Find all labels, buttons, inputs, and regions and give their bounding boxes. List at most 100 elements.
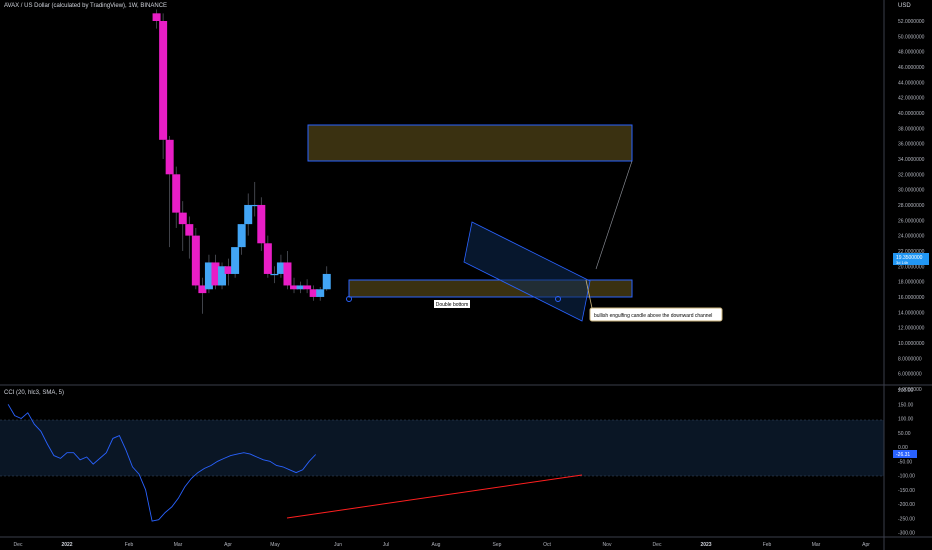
candle-body[interactable] — [283, 262, 292, 286]
cci-current-badge — [893, 450, 917, 458]
cci-tick-label: 200.00 — [898, 388, 914, 394]
time-label: Dec — [14, 542, 23, 548]
time-label: Dec — [653, 542, 662, 548]
price-tick-label: 44.0000000 — [898, 80, 925, 86]
price-axis[interactable]: 52.0000000 50.0000000 48.0000000 46.0000000… — [898, 19, 925, 393]
time-label: May — [270, 542, 280, 548]
candle-body[interactable] — [211, 262, 220, 286]
candle-body[interactable] — [309, 289, 318, 297]
candle-body[interactable] — [316, 289, 325, 297]
engulfing-note-pointer — [585, 279, 593, 309]
candle-body[interactable] — [218, 266, 227, 286]
cci-axis[interactable]: 200.00 150.00 100.00 50.00 0.00 -50.00 -100.00… — [898, 388, 915, 537]
double-bottom-marker-right[interactable] — [555, 296, 561, 302]
candle-body[interactable] — [237, 224, 246, 248]
last-price-badge — [893, 253, 929, 265]
engulfing-note-box[interactable] — [589, 307, 723, 322]
time-label: Mar — [812, 542, 821, 548]
candle-body[interactable] — [185, 224, 194, 236]
time-label: Apr — [862, 542, 870, 548]
time-label: Feb — [125, 542, 134, 548]
cci-tick-label: -50.00 — [898, 459, 912, 465]
price-tick-label: 18.0000000 — [898, 280, 925, 286]
cci-tick-label: -300.00 — [898, 531, 915, 537]
price-tick-label: 4.0000000 — [898, 387, 922, 393]
candle-body[interactable] — [296, 285, 305, 290]
cci-tick-label: -100.00 — [898, 474, 915, 480]
candle-body[interactable] — [165, 139, 174, 175]
candle-body[interactable] — [257, 204, 266, 244]
candle-body[interactable] — [152, 13, 161, 21]
price-tick-label: 22.0000000 — [898, 249, 925, 255]
projection-line[interactable] — [595, 160, 633, 270]
candle-body[interactable] — [250, 204, 259, 207]
candle-body[interactable] — [303, 285, 312, 290]
price-tick-label: 34.0000000 — [898, 157, 925, 163]
time-label: Apr — [224, 542, 232, 548]
cci-line[interactable] — [7, 404, 317, 522]
last-price-countdown: 3d 14h — [896, 260, 908, 265]
candle-body[interactable] — [322, 273, 331, 290]
price-tick-label: 50.0000000 — [898, 34, 925, 40]
price-tick-label: 12.0000000 — [898, 326, 925, 332]
price-tick-label: 52.0000000 — [898, 19, 925, 25]
cci-tick-label: 50.00 — [898, 431, 911, 437]
price-tick-label: 8.0000000 — [898, 356, 922, 362]
cci-tick-label: -200.00 — [898, 502, 915, 508]
time-axis[interactable]: Dec 2022 Feb Mar Apr May Jun Jul Aug Sep Oct Nov Dec… — [14, 542, 871, 548]
cci-tick-label: 0.00 — [898, 445, 908, 451]
cci-title: CCI (20, hlc3, SMA, 5) — [4, 390, 65, 396]
candle-body[interactable] — [276, 262, 285, 274]
time-label: Feb — [763, 542, 772, 548]
downward-channel[interactable] — [463, 221, 591, 322]
candle-body[interactable] — [290, 285, 299, 290]
time-label: Nov — [603, 542, 612, 548]
candle-body[interactable] — [204, 262, 213, 290]
price-tick-label: 28.0000000 — [898, 203, 925, 209]
double-bottom-label-box — [434, 300, 470, 308]
price-tick-label: 42.0000000 — [898, 96, 925, 102]
candle-body[interactable] — [224, 266, 233, 274]
price-tick-label: 46.0000000 — [898, 65, 925, 71]
time-label: 2023 — [700, 542, 711, 548]
candle-body[interactable] — [244, 204, 253, 225]
candle-body[interactable] — [178, 212, 187, 225]
candle-body[interactable] — [231, 247, 240, 274]
double-bottom-marker-left[interactable] — [346, 296, 352, 302]
price-tick-label: 40.0000000 — [898, 111, 925, 117]
candle-body[interactable] — [198, 285, 207, 294]
cci-tick-label: -150.00 — [898, 488, 915, 494]
time-label: Aug — [432, 542, 441, 548]
price-tick-label: 6.0000000 — [898, 372, 922, 378]
price-tick-label: 38.0000000 — [898, 126, 925, 132]
cci-tick-label: 150.00 — [898, 402, 914, 408]
divergence-line[interactable] — [286, 474, 583, 519]
price-tick-label: 20.0000000 — [898, 264, 925, 270]
price-tick-label: 24.0000000 — [898, 234, 925, 240]
time-label: Oct — [543, 542, 551, 548]
cci-current-value: -26.31 — [896, 452, 910, 458]
time-label: Mar — [174, 542, 183, 548]
candle-body[interactable] — [159, 21, 168, 140]
supply-zone[interactable] — [307, 124, 633, 162]
price-tick-label: 16.0000000 — [898, 295, 925, 301]
double-bottom-label: Double bottom — [436, 302, 469, 308]
time-label: Sep — [493, 542, 502, 548]
time-label: Jun — [334, 542, 342, 548]
last-price-value: 19.3500000 — [896, 255, 923, 261]
price-tick-label: 10.0000000 — [898, 341, 925, 347]
candle-body[interactable] — [270, 273, 279, 276]
candle-body[interactable] — [172, 174, 181, 213]
price-axis-unit: USD — [898, 3, 911, 9]
price-tick-label: 36.0000000 — [898, 142, 925, 148]
candle-body[interactable] — [263, 243, 272, 274]
cci-tick-label: 100.00 — [898, 417, 914, 423]
candle-body[interactable] — [191, 235, 200, 286]
time-label: 2022 — [61, 542, 72, 548]
price-tick-label: 14.0000000 — [898, 310, 925, 316]
price-tick-label: 48.0000000 — [898, 50, 925, 56]
engulfing-note-text: bullish engulfing candle above the downw… — [594, 313, 712, 319]
cci-tick-label: -250.00 — [898, 516, 915, 522]
